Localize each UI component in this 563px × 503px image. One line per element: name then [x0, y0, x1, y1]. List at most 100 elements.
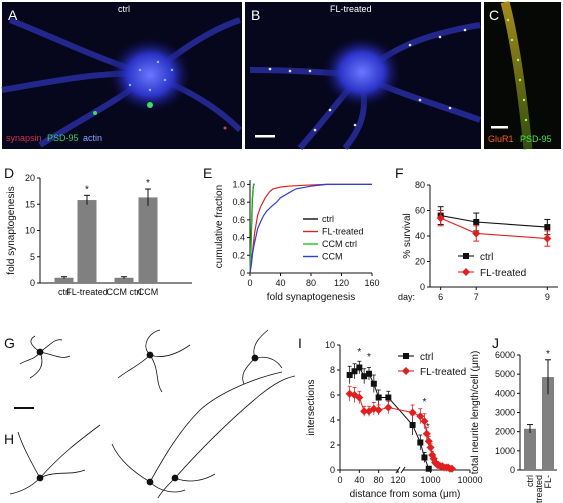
chart-f: 0 20 40 60 80 day: 6 7 9 ctrl FL-treated % survival	[398, 180, 558, 302]
y-tick-label-5: 10	[325, 340, 335, 350]
point-0-3	[361, 373, 368, 380]
panel-e-label: E	[203, 165, 212, 181]
y-tick-label-1: 5	[30, 252, 35, 262]
chart-e: 0 0.2 0.4 0.6 0.8 1.0 0 40 80 120 160 ctrl FL-treate…	[214, 179, 380, 303]
panel-j-label: J	[492, 335, 499, 351]
chart-i: 0 2 4 6 8 10 0 40 80 120 1000 10000 ctrl FL-treated * *…	[306, 340, 483, 500]
panel-a-label: A	[8, 7, 18, 23]
legend-label-0: ctrl	[420, 352, 433, 363]
panel-a-legend-actin: actin	[83, 133, 102, 143]
y-tick-label-1: 2	[330, 440, 335, 450]
point-0-10	[421, 454, 428, 461]
significance-star-1: *	[367, 352, 371, 363]
bar-0	[524, 428, 536, 470]
panel-h-neuron-tracings	[9, 371, 296, 499]
y-tick-label-5: 5000	[495, 369, 515, 379]
x-tick-label-5: 10000	[457, 475, 482, 485]
panel-a-legend-psd95: PSD-95	[47, 133, 79, 143]
y-tick-label-6: 6000	[495, 350, 515, 360]
y-tick-label-2: 40	[415, 231, 425, 241]
panel-d-label: D	[4, 165, 14, 181]
y-tick-label-3: 15	[25, 199, 35, 209]
bar-3	[138, 197, 158, 283]
y-tick-label-4: 80	[415, 180, 425, 190]
chart-j: 0 1000 2000 3000 4000 5000 6000 ctrl * FL-treated…	[470, 349, 557, 503]
point-1-3	[360, 407, 369, 416]
x-tick-label-1: 40	[354, 475, 364, 485]
significance-star-1: *	[85, 184, 89, 195]
point-0-1	[351, 368, 358, 375]
x-tick-label-3: 120	[390, 475, 405, 485]
y-axis-title: intersections	[306, 379, 317, 435]
panel-c-legend-glur1: GluR1	[488, 134, 514, 144]
axis-break-2	[400, 466, 406, 474]
point-1-12	[424, 437, 433, 446]
x-tick-label-2: 9	[545, 292, 550, 302]
point-1-13	[426, 443, 435, 452]
point-1-11	[422, 429, 431, 438]
series-line-3	[249, 183, 372, 274]
panel-g-label: G	[4, 335, 15, 351]
significance-star-0: *	[357, 347, 361, 358]
legend-label-2: CCM ctrl	[322, 239, 357, 249]
y-tick-label-5: 1.0	[232, 179, 245, 189]
x-tick-label-3: CCM	[138, 287, 159, 297]
panel-b-micrograph	[245, 2, 482, 150]
x-tick-label-3: 120	[334, 278, 349, 288]
y-tick-label-1: 20	[415, 257, 425, 267]
x-tick-label-line-0-0: ctrl	[525, 475, 535, 487]
y-tick-label-3: 0.6	[232, 215, 245, 225]
y-tick-label-4: 20	[25, 173, 35, 183]
legend-marker-1	[402, 367, 410, 375]
panel-c-micrograph	[484, 0, 561, 150]
y-axis-title: fold synaptogenesis	[6, 186, 17, 274]
x-tick-label-1: FL-treated	[534, 475, 553, 503]
series-line-1	[249, 183, 372, 274]
legend-marker-0	[463, 253, 469, 259]
y-tick-label-2: 2000	[495, 427, 515, 437]
significance-star-1: *	[546, 349, 550, 360]
point-0-11	[425, 465, 432, 472]
point-0-4	[366, 370, 372, 377]
y-tick-label-0: 0	[510, 465, 515, 475]
legend-label-3: CCM	[322, 252, 343, 262]
x-tick-label-0: 0	[337, 475, 342, 485]
point-1-1	[472, 229, 481, 238]
panel-b-label: B	[251, 7, 260, 23]
series-line-2	[249, 183, 255, 274]
y-axis-title: total neurite length/cell (μm)	[470, 351, 481, 475]
x-axis-title: fold synaptogenesis	[267, 292, 355, 303]
point-0-6	[375, 394, 382, 401]
legend-label-1: FL-treated	[480, 268, 526, 279]
x-axis-prefix: day:	[398, 292, 415, 302]
x-tick-label-0: 0	[247, 278, 252, 288]
point-0-7	[385, 394, 392, 401]
series-line-1	[349, 393, 452, 470]
significance-star-2: *	[423, 397, 427, 408]
point-0-8	[409, 422, 416, 428]
panel-h-label: H	[4, 431, 14, 447]
y-tick-label-2: 4	[330, 415, 335, 425]
point-1-26	[448, 464, 457, 473]
y-tick-label-1: 0.2	[232, 250, 245, 260]
y-tick-label-4: 0.8	[232, 197, 245, 207]
panel-c-legend-psd95: PSD-95	[520, 134, 552, 144]
x-tick-label-2: 80	[374, 475, 384, 485]
y-tick-label-4: 8	[330, 365, 335, 375]
panel-a-micrograph	[1, 2, 243, 149]
x-tick-label-0: 6	[438, 292, 443, 302]
bar-0	[54, 277, 74, 283]
legend-label-0: ctrl	[322, 214, 334, 224]
x-tick-label-0: ctrl	[58, 287, 70, 297]
legend-label-1: FL-treated	[322, 227, 364, 237]
point-0-2	[544, 224, 551, 231]
x-tick-label-1: FL-treated	[66, 287, 108, 297]
y-tick-label-3: 60	[415, 206, 425, 216]
y-tick-label-0: 0	[420, 282, 425, 292]
point-0-5	[370, 380, 377, 387]
bar-1	[77, 200, 97, 283]
point-1-0	[436, 214, 445, 223]
point-0-0	[346, 372, 353, 378]
y-tick-label-3: 6	[330, 390, 335, 400]
